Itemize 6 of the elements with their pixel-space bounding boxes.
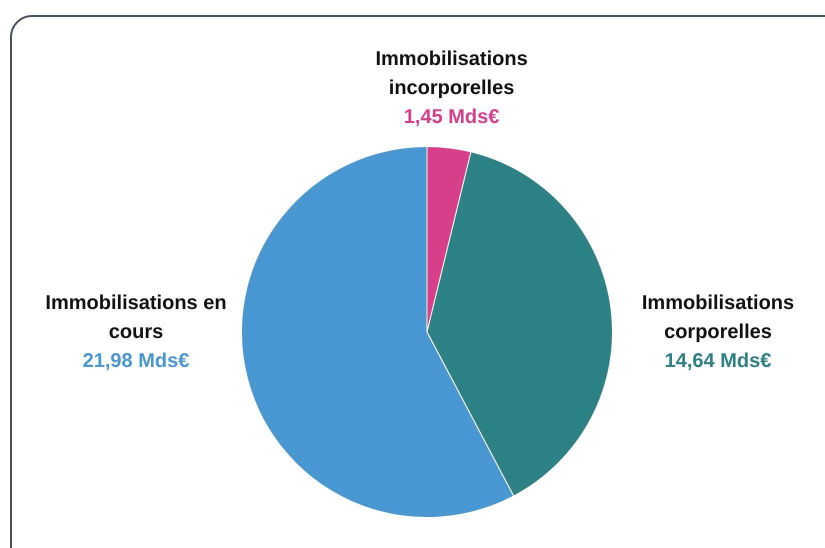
data-label: 21,98 Mds€ — [82, 348, 190, 374]
slice-label: Immobilisations incorporelles — [375, 48, 528, 99]
data-label: 1,45 Mds€ — [402, 105, 500, 130]
data-label: 14,64 Mds€ — [664, 348, 772, 374]
slice-label: Immobilisations corporelles — [642, 292, 794, 342]
slice-label: Immobilisations en cours — [45, 292, 227, 342]
